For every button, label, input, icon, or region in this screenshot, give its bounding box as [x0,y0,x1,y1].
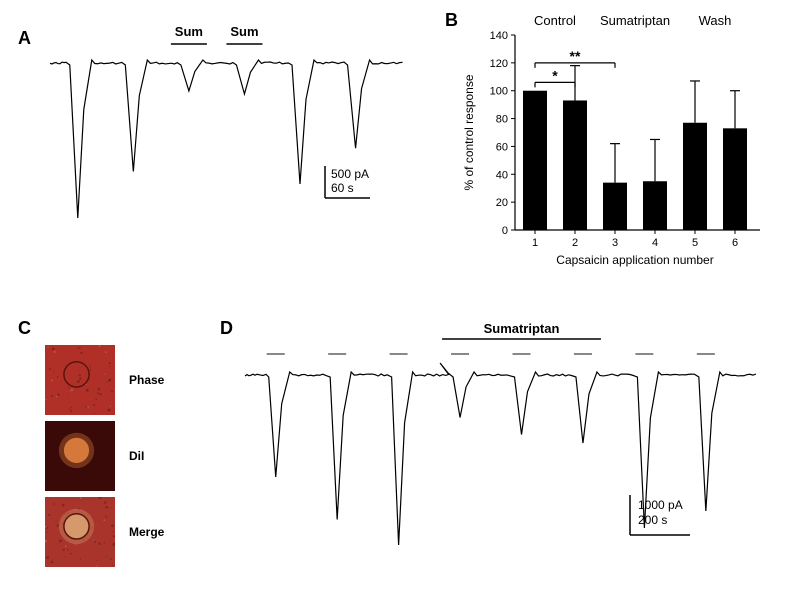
svg-text:4: 4 [652,237,658,249]
microscopy-label: Phase [129,373,164,387]
svg-text:% of control response: % of control response [462,74,476,190]
panel-c-label: C [18,318,31,339]
panel-c-images: Phase DiI Merge [45,345,164,573]
panel-d-label: D [220,318,233,339]
svg-text:Sumatriptan: Sumatriptan [600,13,670,28]
panel-a-label: A [18,28,31,49]
svg-text:60 s: 60 s [331,181,354,195]
svg-text:Capsaicin application number: Capsaicin application number [556,253,713,267]
svg-text:120: 120 [490,58,508,70]
svg-text:80: 80 [496,114,508,126]
svg-text:Sum: Sum [175,24,203,39]
svg-text:20: 20 [496,197,508,209]
panel-a-trace: Sum Sum 500 pA60 s [40,18,430,268]
svg-text:*: * [552,67,558,83]
figure: A B C D SumSum500 pA60 s 020406080100120… [0,0,800,593]
svg-text:6: 6 [732,237,738,249]
svg-text:Control: Control [534,13,576,28]
microscopy-image [45,497,115,567]
svg-text:60: 60 [496,141,508,153]
svg-text:Sum: Sum [230,24,258,39]
panel-b-chart: 0 20 40 60 80 100 120 140 % of control response 1… [450,5,790,285]
svg-text:140: 140 [490,30,508,42]
svg-text:100: 100 [490,86,508,98]
panel-d-trace: Sumatriptan 1000 pA200 s [235,320,795,580]
svg-text:500 pA: 500 pA [331,167,369,181]
svg-text:2: 2 [572,237,578,249]
svg-text:1: 1 [532,237,538,249]
svg-text:3: 3 [612,237,618,249]
microscopy-image [45,421,115,491]
svg-text:Wash: Wash [699,13,732,28]
svg-text:200 s: 200 s [638,513,667,527]
microscopy-row: Phase [45,345,164,415]
svg-text:40: 40 [496,169,508,181]
microscopy-label: Merge [129,525,164,539]
svg-text:0: 0 [502,225,508,237]
microscopy-row: Merge [45,497,164,567]
svg-text:1000 pA: 1000 pA [638,498,683,512]
svg-text:5: 5 [692,237,698,249]
microscopy-image [45,345,115,415]
svg-text:Sumatriptan: Sumatriptan [484,321,560,336]
svg-text:**: ** [570,48,581,64]
microscopy-row: DiI [45,421,164,491]
microscopy-label: DiI [129,449,144,463]
